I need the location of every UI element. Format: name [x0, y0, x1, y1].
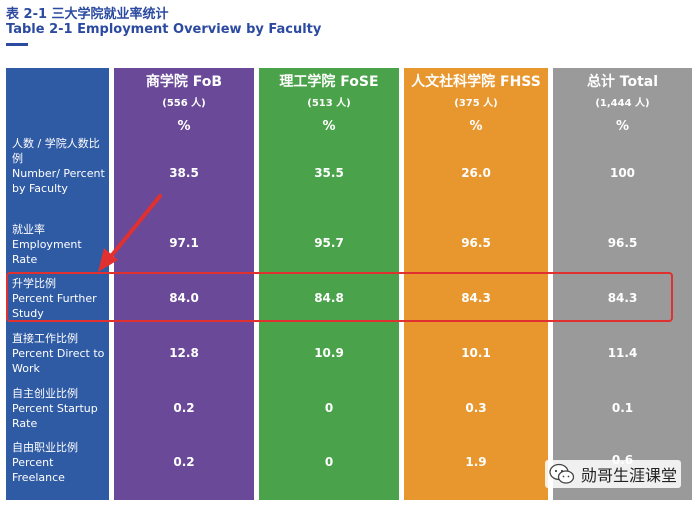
- table-cell: 84.8: [314, 291, 344, 305]
- table-cell: 0.2: [173, 455, 195, 469]
- title-underline: [6, 43, 28, 46]
- header-count: (556 人): [162, 98, 206, 109]
- row-label-en: Number/ Percent by Faculty: [12, 167, 105, 195]
- column-fhss: [404, 68, 548, 500]
- table-cell: 35.5: [314, 166, 344, 180]
- table-cell: 38.5: [169, 166, 199, 180]
- header-total: 总计 Total (1,444 人) %: [553, 72, 692, 136]
- row-label: 升学比例 Percent Further Study: [12, 276, 107, 321]
- header-fose: 理工学院 FoSE (513 人) %: [259, 72, 399, 136]
- row-label-cn: 自由职业比例: [12, 441, 78, 454]
- table-cell: 100: [609, 166, 636, 180]
- header-name: 人文社科学院 FHSS: [411, 74, 541, 90]
- table-cell: 84.0: [169, 291, 199, 305]
- row-label-cn: 直接工作比例: [12, 332, 78, 345]
- header-unit: %: [615, 119, 630, 134]
- table-cell: 97.1: [169, 236, 199, 250]
- column-total: [553, 68, 692, 500]
- row-label: 自主创业比例 Percent Startup Rate: [12, 386, 107, 431]
- table-cell: 26.0: [461, 166, 491, 180]
- table-cell: 0: [324, 401, 334, 415]
- row-label-cn: 自主创业比例: [12, 387, 78, 400]
- row-label-cn: 升学比例: [12, 277, 56, 290]
- highlight-box: [6, 272, 673, 322]
- header-name: 理工学院 FoSE: [279, 74, 379, 90]
- header-unit: %: [177, 119, 191, 134]
- row-label-en: Percent Startup Rate: [12, 402, 98, 430]
- row-label-en: Percent Freelance: [12, 456, 65, 484]
- wechat-icon: [549, 463, 575, 484]
- column-fob: [114, 68, 254, 500]
- table-cell: 10.9: [314, 346, 344, 360]
- table-cell: 0.2: [173, 401, 195, 415]
- table-title-en: Table 2-1 Employment Overview by Faculty: [6, 22, 322, 37]
- table-cell: 1.9: [465, 455, 487, 469]
- header-fhss: 人文社科学院 FHSS (375 人) %: [404, 72, 548, 136]
- row-label: 直接工作比例 Percent Direct to Work: [12, 331, 107, 376]
- table-cell: 95.7: [314, 236, 344, 250]
- table-cell: 0: [324, 455, 334, 469]
- table-cell: 12.8: [169, 346, 199, 360]
- row-label-cn: 人数 / 学院人数比例: [12, 137, 100, 165]
- column-fose: [259, 68, 399, 500]
- header-name: 总计 Total: [586, 74, 659, 90]
- header-count: (375 人): [454, 98, 498, 109]
- table-cell: 11.4: [607, 346, 638, 360]
- watermark: 勋哥生涯课堂: [545, 460, 682, 488]
- row-label: 就业率 Employment Rate: [12, 222, 107, 267]
- watermark-text: 勋哥生涯课堂: [581, 466, 678, 485]
- header-unit: %: [469, 119, 483, 134]
- row-label: 自由职业比例 Percent Freelance: [12, 440, 107, 485]
- label-column: [6, 68, 109, 500]
- header-name: 商学院 FoB: [145, 74, 223, 90]
- table-title-cn: 表 2-1 三大学院就业率统计: [6, 7, 169, 22]
- row-label-en: Percent Direct to Work: [12, 347, 105, 375]
- table-cell: 96.5: [461, 236, 491, 250]
- header-fob: 商学院 FoB (556 人) %: [114, 72, 254, 136]
- table-cell: 0.1: [611, 401, 634, 415]
- row-label-cn: 就业率: [12, 223, 45, 236]
- table-cell: 0.3: [465, 401, 487, 415]
- table-cell: 84.3: [461, 291, 491, 305]
- row-label-en: Percent Further Study: [12, 292, 97, 320]
- table-cell: 84.3: [607, 291, 638, 305]
- table-cell: 96.5: [607, 236, 638, 250]
- header-unit: %: [322, 119, 336, 134]
- row-label-en: Employment Rate: [12, 238, 82, 266]
- table-cell: 10.1: [461, 346, 491, 360]
- row-label: 人数 / 学院人数比例 Number/ Percent by Faculty: [12, 136, 107, 196]
- header-count: (513 人): [307, 98, 351, 109]
- header-count: (1,444 人): [595, 98, 650, 109]
